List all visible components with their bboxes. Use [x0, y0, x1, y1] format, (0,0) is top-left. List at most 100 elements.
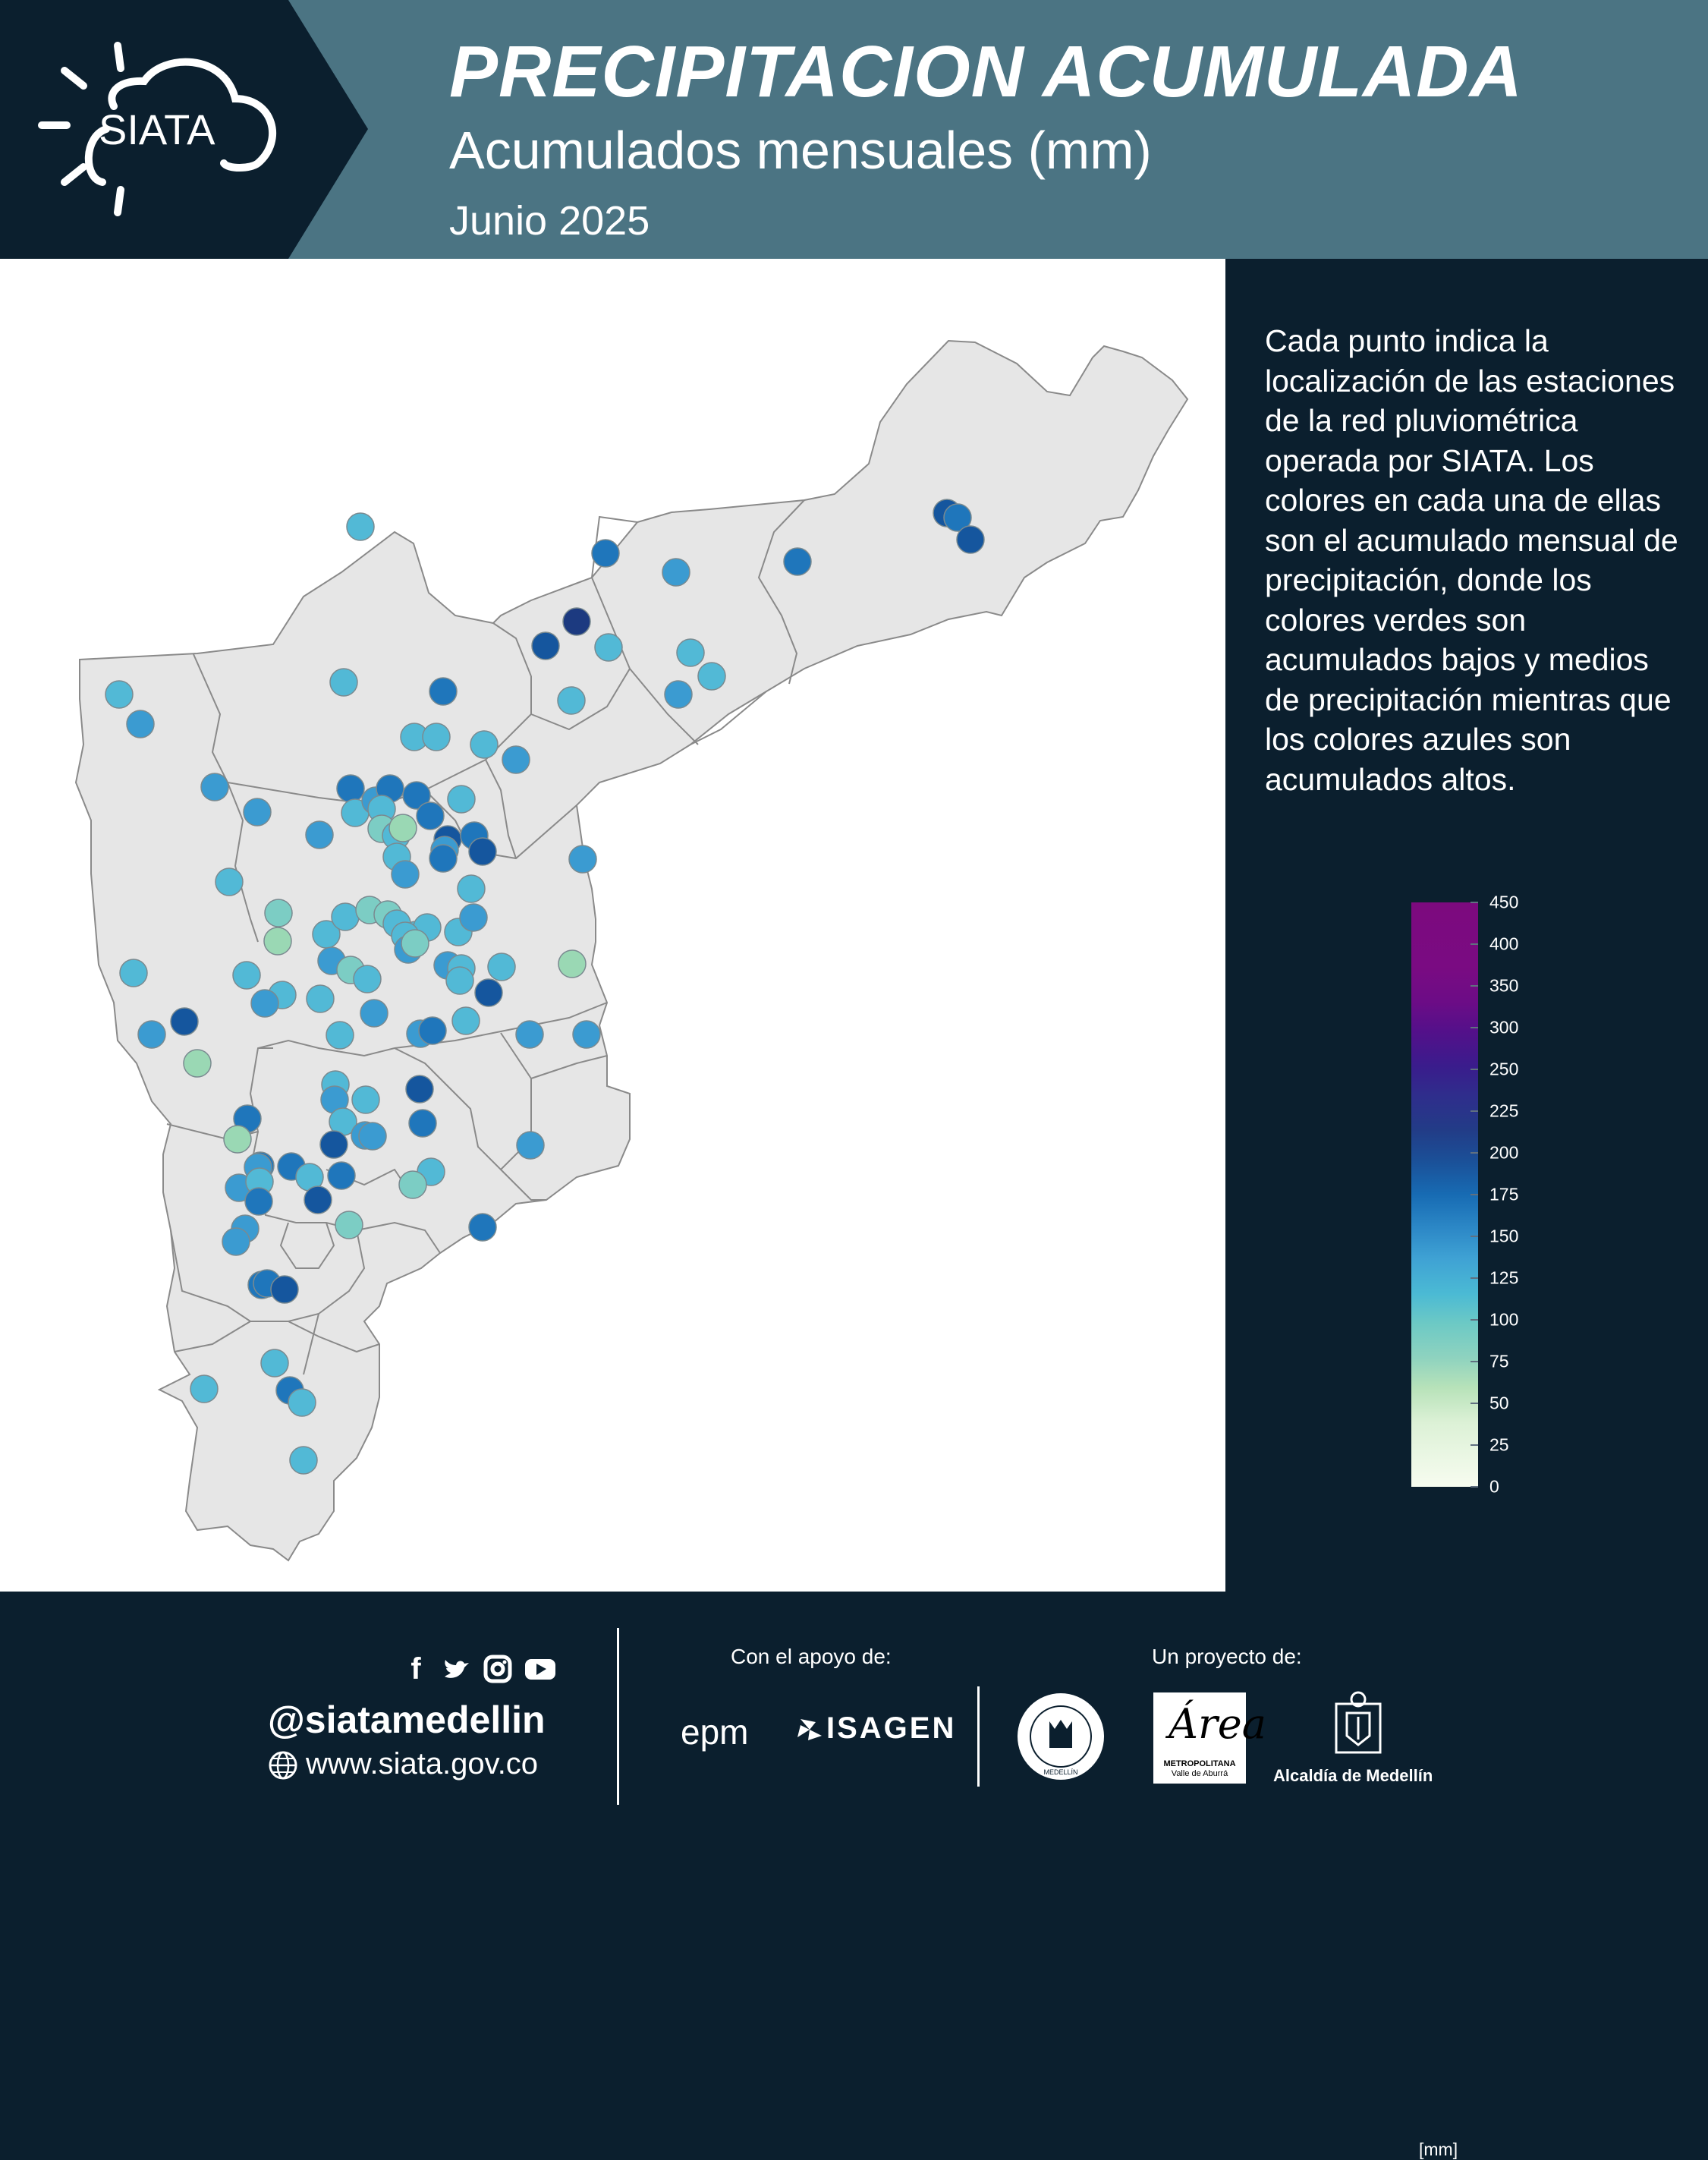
rain-station-marker[interactable] [336, 774, 365, 803]
rain-station-marker[interactable] [572, 1020, 601, 1049]
rain-station-marker[interactable] [200, 773, 229, 801]
twitter-icon[interactable] [442, 1654, 472, 1684]
rain-station-marker[interactable] [329, 668, 358, 697]
area-text: METROPOLITANA Valle de Aburrá [1153, 1759, 1246, 1779]
rain-station-marker[interactable] [391, 860, 420, 889]
rain-station-marker[interactable] [326, 1021, 354, 1050]
social-icons: f [401, 1652, 555, 1686]
rain-station-marker[interactable] [388, 814, 417, 842]
rain-station-marker[interactable] [422, 723, 451, 751]
valle-aburra-map [74, 339, 1189, 1562]
rain-station-marker[interactable] [557, 686, 586, 715]
rain-station-marker[interactable] [170, 1007, 199, 1036]
rain-station-marker[interactable] [676, 638, 705, 667]
website[interactable]: www.siata.gov.co [268, 1747, 538, 1781]
rain-station-marker[interactable] [327, 1161, 356, 1190]
rain-station-marker[interactable] [516, 1131, 545, 1160]
rain-station-marker[interactable] [697, 662, 726, 691]
rain-station-marker[interactable] [468, 1213, 497, 1242]
rain-station-marker[interactable] [244, 1187, 273, 1216]
instagram-icon[interactable] [483, 1654, 513, 1684]
rain-station-marker[interactable] [447, 785, 476, 814]
rain-station-marker[interactable] [215, 867, 244, 896]
rain-station-marker[interactable] [401, 929, 429, 958]
rain-station-marker[interactable] [531, 631, 560, 660]
rain-station-marker[interactable] [264, 899, 293, 927]
page-title: PRECIPITACION ACUMULADA [449, 31, 1523, 112]
rain-station-marker[interactable] [126, 710, 155, 738]
rain-station-marker[interactable] [243, 798, 272, 827]
rain-station-marker[interactable] [474, 978, 503, 1007]
rain-station-marker[interactable] [360, 999, 388, 1028]
alcaldia-shield-logo [1335, 1691, 1382, 1754]
rain-station-marker[interactable] [270, 1275, 299, 1304]
legend-panel: Cada punto indica la localización de las… [1225, 259, 1708, 2159]
rain-station-marker[interactable] [502, 745, 530, 774]
rain-station-marker[interactable] [351, 1085, 380, 1114]
region-outline [74, 339, 1189, 1562]
rain-station-marker[interactable] [223, 1125, 252, 1154]
youtube-icon[interactable] [524, 1654, 555, 1684]
rain-station-marker[interactable] [263, 927, 292, 956]
rain-station-marker[interactable] [358, 1122, 387, 1151]
rain-station-marker[interactable] [288, 1388, 316, 1417]
rain-station-marker[interactable] [398, 1170, 427, 1199]
rain-station-marker[interactable] [457, 874, 486, 903]
rain-station-marker[interactable] [664, 680, 693, 709]
rain-station-marker[interactable] [335, 1211, 363, 1239]
header-dark-arrow [0, 0, 368, 259]
rain-station-marker[interactable] [956, 525, 985, 554]
rain-station-marker[interactable] [468, 837, 497, 866]
rain-station-marker[interactable] [105, 680, 134, 709]
globe-icon [269, 1751, 297, 1780]
rain-station-marker[interactable] [662, 558, 690, 587]
rain-station-marker[interactable] [416, 801, 445, 830]
area-title: METROPOLITANA [1163, 1759, 1236, 1768]
rain-station-marker[interactable] [429, 677, 458, 706]
rain-station-marker[interactable] [331, 902, 360, 931]
rain-station-marker[interactable] [405, 1075, 434, 1104]
colorbar-gradient [1411, 902, 1478, 1487]
rain-station-marker[interactable] [591, 539, 620, 568]
rain-station-marker[interactable] [418, 1016, 447, 1045]
rain-station-marker[interactable] [190, 1374, 219, 1403]
rain-station-marker[interactable] [304, 1185, 332, 1214]
rain-station-marker[interactable] [289, 1446, 318, 1475]
rain-station-marker[interactable] [319, 1130, 348, 1159]
colorbar-label: 25 [1489, 1434, 1509, 1455]
colorbar-label: 250 [1489, 1059, 1519, 1079]
rain-station-marker[interactable] [260, 1349, 289, 1378]
rain-station-marker[interactable] [119, 959, 148, 987]
facebook-icon[interactable]: f [410, 1652, 421, 1686]
rain-station-marker[interactable] [594, 633, 623, 662]
rain-station-marker[interactable] [445, 966, 474, 995]
project-label: Un proyecto de: [1152, 1645, 1302, 1668]
rain-station-marker[interactable] [515, 1020, 544, 1049]
rain-station-marker[interactable] [558, 949, 587, 978]
seal-text: MEDELLÍN [1043, 1768, 1077, 1776]
rain-station-marker[interactable] [353, 965, 382, 993]
isagen-icon [797, 1719, 822, 1741]
rain-station-marker[interactable] [459, 903, 488, 932]
rain-station-marker[interactable] [232, 961, 261, 990]
rain-station-marker[interactable] [470, 730, 499, 759]
rain-station-marker[interactable] [346, 512, 375, 541]
rain-station-marker[interactable] [943, 503, 972, 532]
rain-station-marker[interactable] [137, 1020, 166, 1049]
rain-station-marker[interactable] [222, 1227, 250, 1256]
rain-station-marker[interactable] [250, 989, 279, 1018]
rain-station-marker[interactable] [451, 1006, 480, 1035]
rain-station-marker[interactable] [783, 547, 812, 576]
rain-station-marker[interactable] [402, 781, 431, 810]
social-handle[interactable]: @siatamedellin [268, 1699, 546, 1741]
colorbar-tick [1471, 1110, 1478, 1112]
rain-station-marker[interactable] [408, 1109, 437, 1138]
rain-station-marker[interactable] [487, 952, 516, 981]
rain-station-marker[interactable] [305, 820, 334, 849]
rain-station-marker[interactable] [306, 984, 335, 1013]
rain-station-marker[interactable] [429, 844, 458, 873]
rain-station-marker[interactable] [568, 845, 597, 874]
rain-station-marker[interactable] [183, 1049, 212, 1078]
colorbar-label: 200 [1489, 1142, 1519, 1163]
rain-station-marker[interactable] [562, 607, 591, 636]
